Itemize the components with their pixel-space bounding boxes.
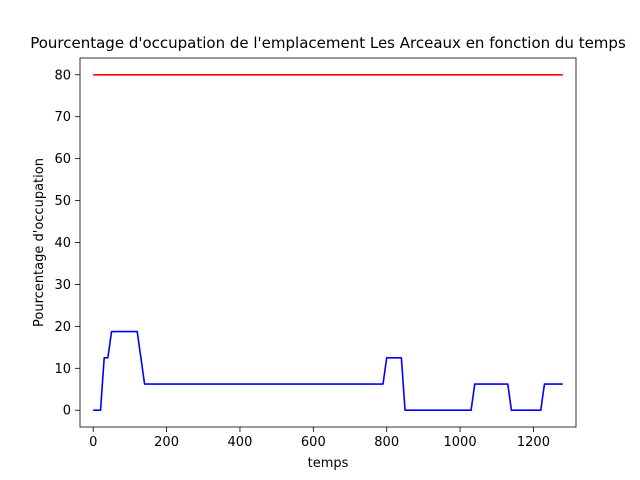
x-tick-label: 200 [154,435,179,450]
y-tick-label: 0 [63,404,71,419]
x-tick-label: 400 [228,435,253,450]
x-axis-label: temps [308,456,349,471]
x-tick-label: 800 [374,435,399,450]
x-axis: 0 200 400 600 800 1000 1200 [89,427,550,450]
y-tick-label: 40 [54,236,71,251]
series-line-2 [93,330,563,412]
y-tick-label: 70 [54,110,71,125]
y-tick-label: 80 [54,68,71,83]
y-axis: 0 10 20 30 40 50 60 70 80 [54,68,80,419]
y-tick-label: 50 [54,194,71,209]
x-tick-label: 1200 [517,435,550,450]
y-tick-label: 60 [54,152,71,167]
chart-title: Pourcentage d'occupation de l'emplacemen… [30,34,626,52]
y-axis-label: Pourcentage d'occupation [32,158,47,327]
plot-data-group [93,73,563,412]
x-tick-label: 0 [89,435,97,450]
y-tick-label: 10 [54,362,71,377]
y-tick-label: 20 [54,320,71,335]
y-tick-label: 30 [54,278,71,293]
x-tick-label: 600 [301,435,326,450]
x-tick-label: 1000 [444,435,477,450]
